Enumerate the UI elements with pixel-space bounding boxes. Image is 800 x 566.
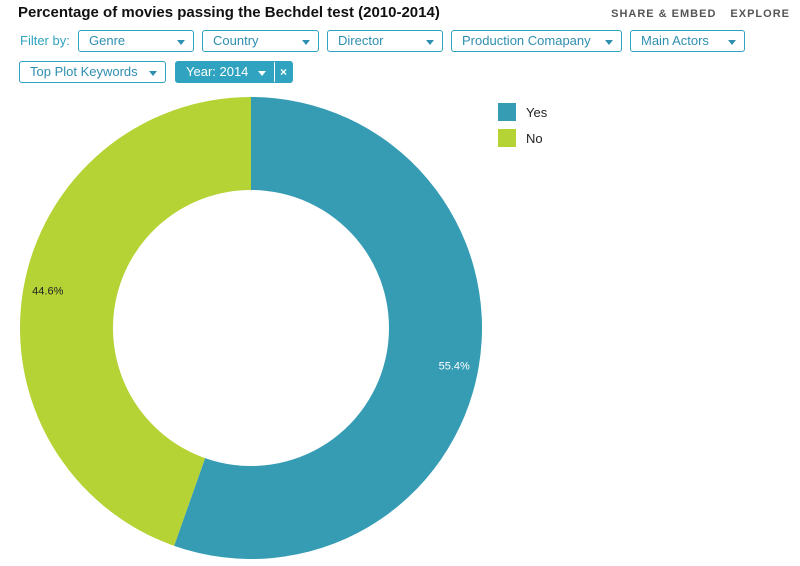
page-title: Percentage of movies passing the Bechdel… [18,4,440,21]
chevron-down-icon [149,71,157,76]
year-filter-label: Year: 2014 [186,64,249,79]
top-plot-keywords-dropdown[interactable]: Top Plot Keywords [19,61,166,83]
legend-label-no: No [526,130,543,146]
chevron-down-icon [728,40,736,45]
slice-label-no: 44.6% [32,286,63,298]
explore-link[interactable]: EXPLORE [730,8,790,20]
production-company-dropdown-label: Production Comapany [462,33,591,48]
genre-dropdown[interactable]: Genre [78,30,194,52]
production-company-dropdown[interactable]: Production Comapany [451,30,622,52]
main-actors-dropdown-label: Main Actors [641,33,709,48]
legend-swatch-yes [498,103,516,121]
legend-item-yes[interactable]: Yes [498,99,547,125]
chevron-down-icon [426,40,434,45]
legend-swatch-no [498,129,516,147]
main-actors-dropdown[interactable]: Main Actors [630,30,745,52]
close-icon[interactable]: × [274,62,292,82]
chevron-down-icon [302,40,310,45]
director-dropdown-label: Director [338,33,384,48]
country-dropdown-label: Country [213,33,259,48]
slice-no[interactable] [20,97,252,546]
genre-dropdown-label: Genre [89,33,126,48]
filter-by-label: Filter by: [20,33,70,48]
chevron-down-icon [605,40,613,45]
share-embed-link[interactable]: SHARE & EMBED [611,8,717,20]
country-dropdown[interactable]: Country [202,30,319,52]
top-plot-keywords-dropdown-label: Top Plot Keywords [30,64,138,79]
director-dropdown[interactable]: Director [327,30,443,52]
slice-label-yes: 55.4% [439,360,470,372]
year-filter-dropdown[interactable]: Year: 2014 × [175,61,293,83]
chevron-down-icon [177,40,185,45]
donut-chart: 55.4% 44.6% [20,97,482,559]
slice-yes[interactable] [174,97,482,559]
legend-label-yes: Yes [526,104,548,120]
chevron-down-icon [258,71,266,76]
legend-item-no[interactable]: No [498,125,547,151]
chart-legend: Yes No [498,99,547,151]
top-links: SHARE & EMBED EXPLORE [611,8,790,20]
